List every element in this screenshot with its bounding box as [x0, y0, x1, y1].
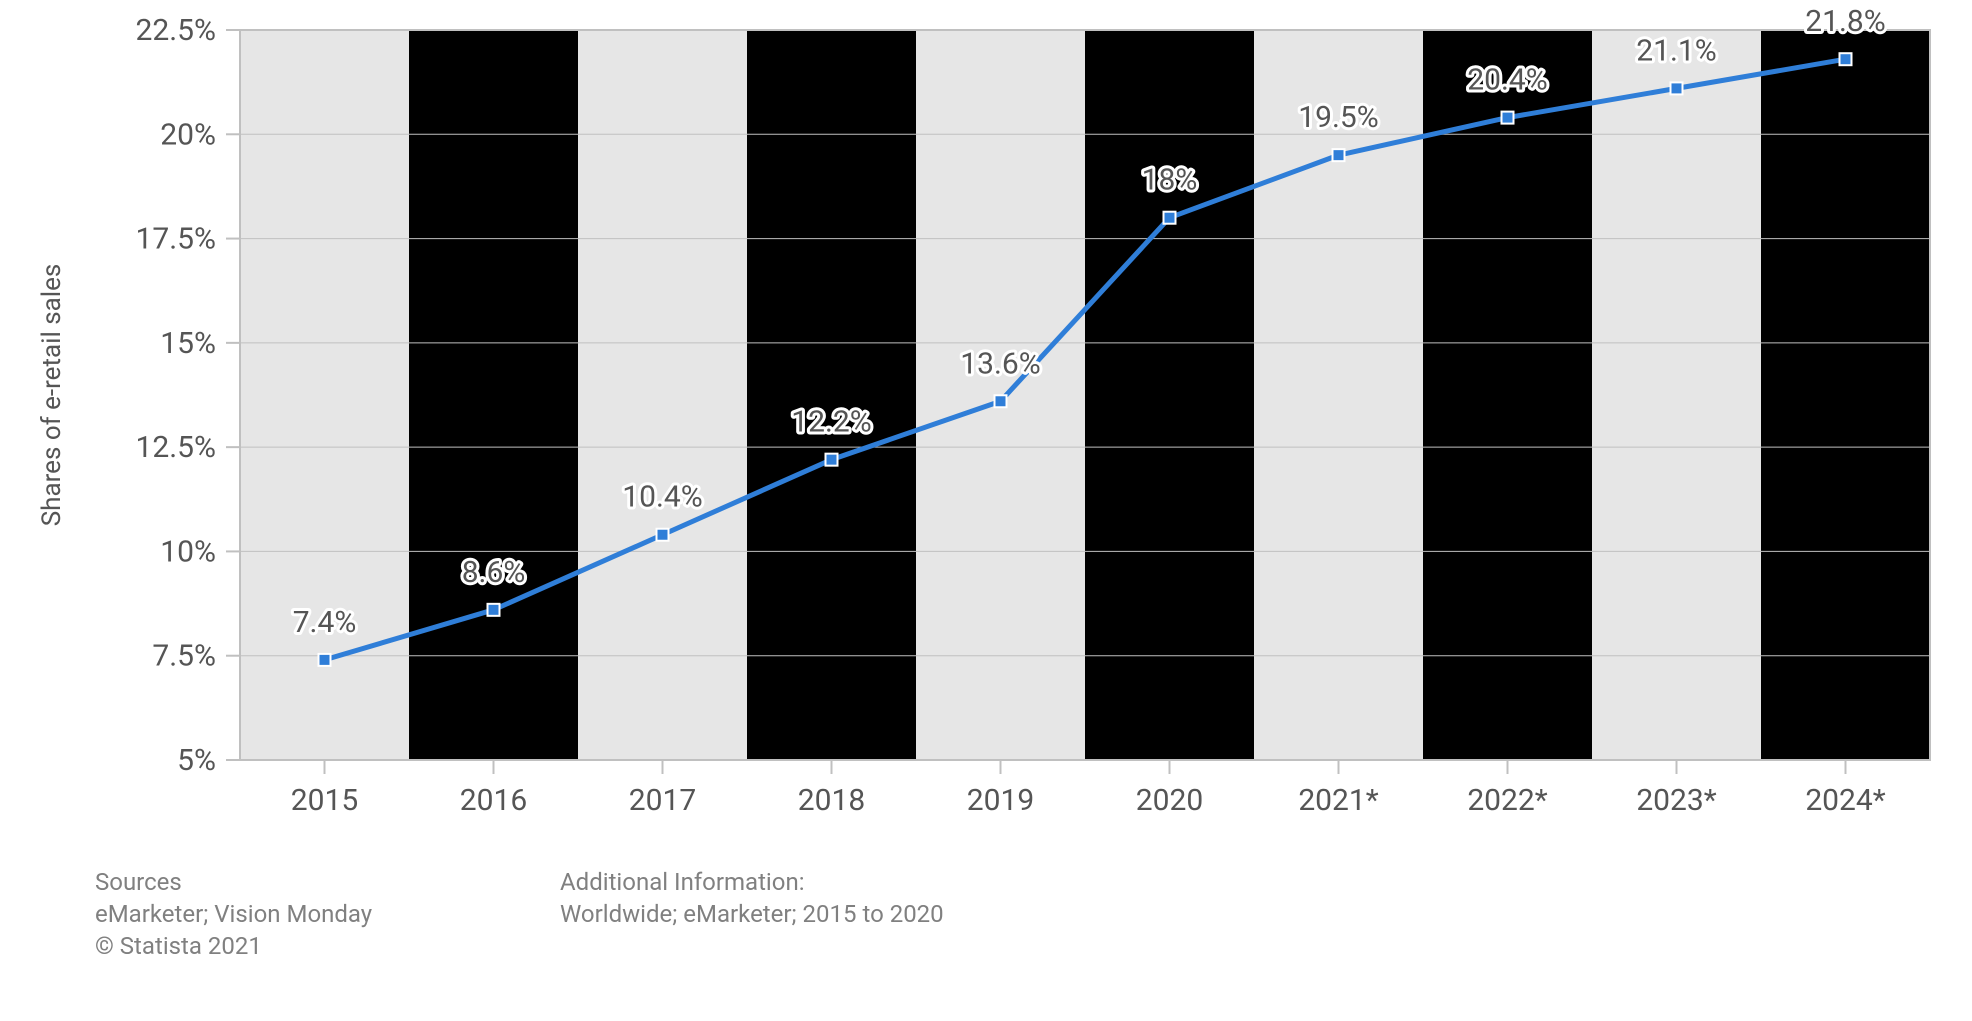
data-marker[interactable] [1333, 149, 1345, 161]
y-tick-label: 7.5% [152, 639, 216, 674]
y-tick-label: 15% [160, 326, 216, 361]
y-tick-label: 22.5% [136, 13, 216, 48]
x-tick-label: 2016 [460, 783, 527, 818]
chart-container: 5% 7.5% 10% 12.5% 15% 17.5% 20% 22.5% Shares of … [0, 0, 1972, 1021]
x-tick-label: 2020 [1136, 783, 1203, 818]
y-tick-label: 10% [160, 534, 216, 569]
footer-sources-line: eMarketer; Vision Monday [95, 900, 373, 928]
y-tick-label: 5% [177, 743, 216, 778]
line-chart: 5% 7.5% 10% 12.5% 15% 17.5% 20% 22.5% Shares of … [0, 0, 1972, 1021]
data-label: 18% [1142, 163, 1198, 198]
data-label: 7.4% [293, 605, 357, 640]
data-label: 20.4% [1467, 63, 1547, 98]
data-marker[interactable] [657, 529, 669, 541]
y-tick-label: 17.5% [136, 222, 216, 257]
footer-info-heading: Additional Information: [560, 868, 805, 896]
data-label: 19.5% [1298, 100, 1378, 135]
data-marker[interactable] [1671, 82, 1683, 94]
data-marker[interactable] [995, 395, 1007, 407]
data-marker[interactable] [1164, 212, 1176, 224]
category-band [1592, 30, 1761, 760]
y-tick-label: 12.5% [136, 430, 216, 465]
x-tick-label: 2015 [291, 783, 358, 818]
footer-sources-heading: Sources [95, 868, 182, 896]
category-band [240, 30, 409, 760]
data-marker[interactable] [319, 654, 331, 666]
data-label: 21.8% [1805, 4, 1885, 39]
x-tick-label: 2022* [1467, 783, 1547, 818]
x-tick-label: 2024* [1805, 783, 1885, 818]
footer-copyright: © Statista 2021 [95, 932, 262, 960]
data-label: 12.2% [791, 405, 871, 440]
x-tick-label: 2017 [629, 783, 696, 818]
data-marker[interactable] [1840, 53, 1852, 65]
data-label: 8.6% [462, 555, 526, 590]
data-marker[interactable] [826, 454, 838, 466]
y-tick-label: 20% [160, 117, 216, 152]
x-tick-label: 2021* [1298, 783, 1378, 818]
data-marker[interactable] [1502, 112, 1514, 124]
footer-info-line: Worldwide; eMarketer; 2015 to 2020 [560, 900, 944, 928]
data-marker[interactable] [488, 604, 500, 616]
category-band [578, 30, 747, 760]
data-label: 13.6% [960, 346, 1040, 381]
x-tick-label: 2023* [1636, 783, 1716, 818]
data-label: 10.4% [622, 480, 702, 515]
x-tick-label: 2019 [967, 783, 1034, 818]
x-tick-label: 2018 [798, 783, 865, 818]
y-axis-label: Shares of e-retail sales [37, 264, 67, 527]
data-label: 21.1% [1636, 33, 1716, 68]
